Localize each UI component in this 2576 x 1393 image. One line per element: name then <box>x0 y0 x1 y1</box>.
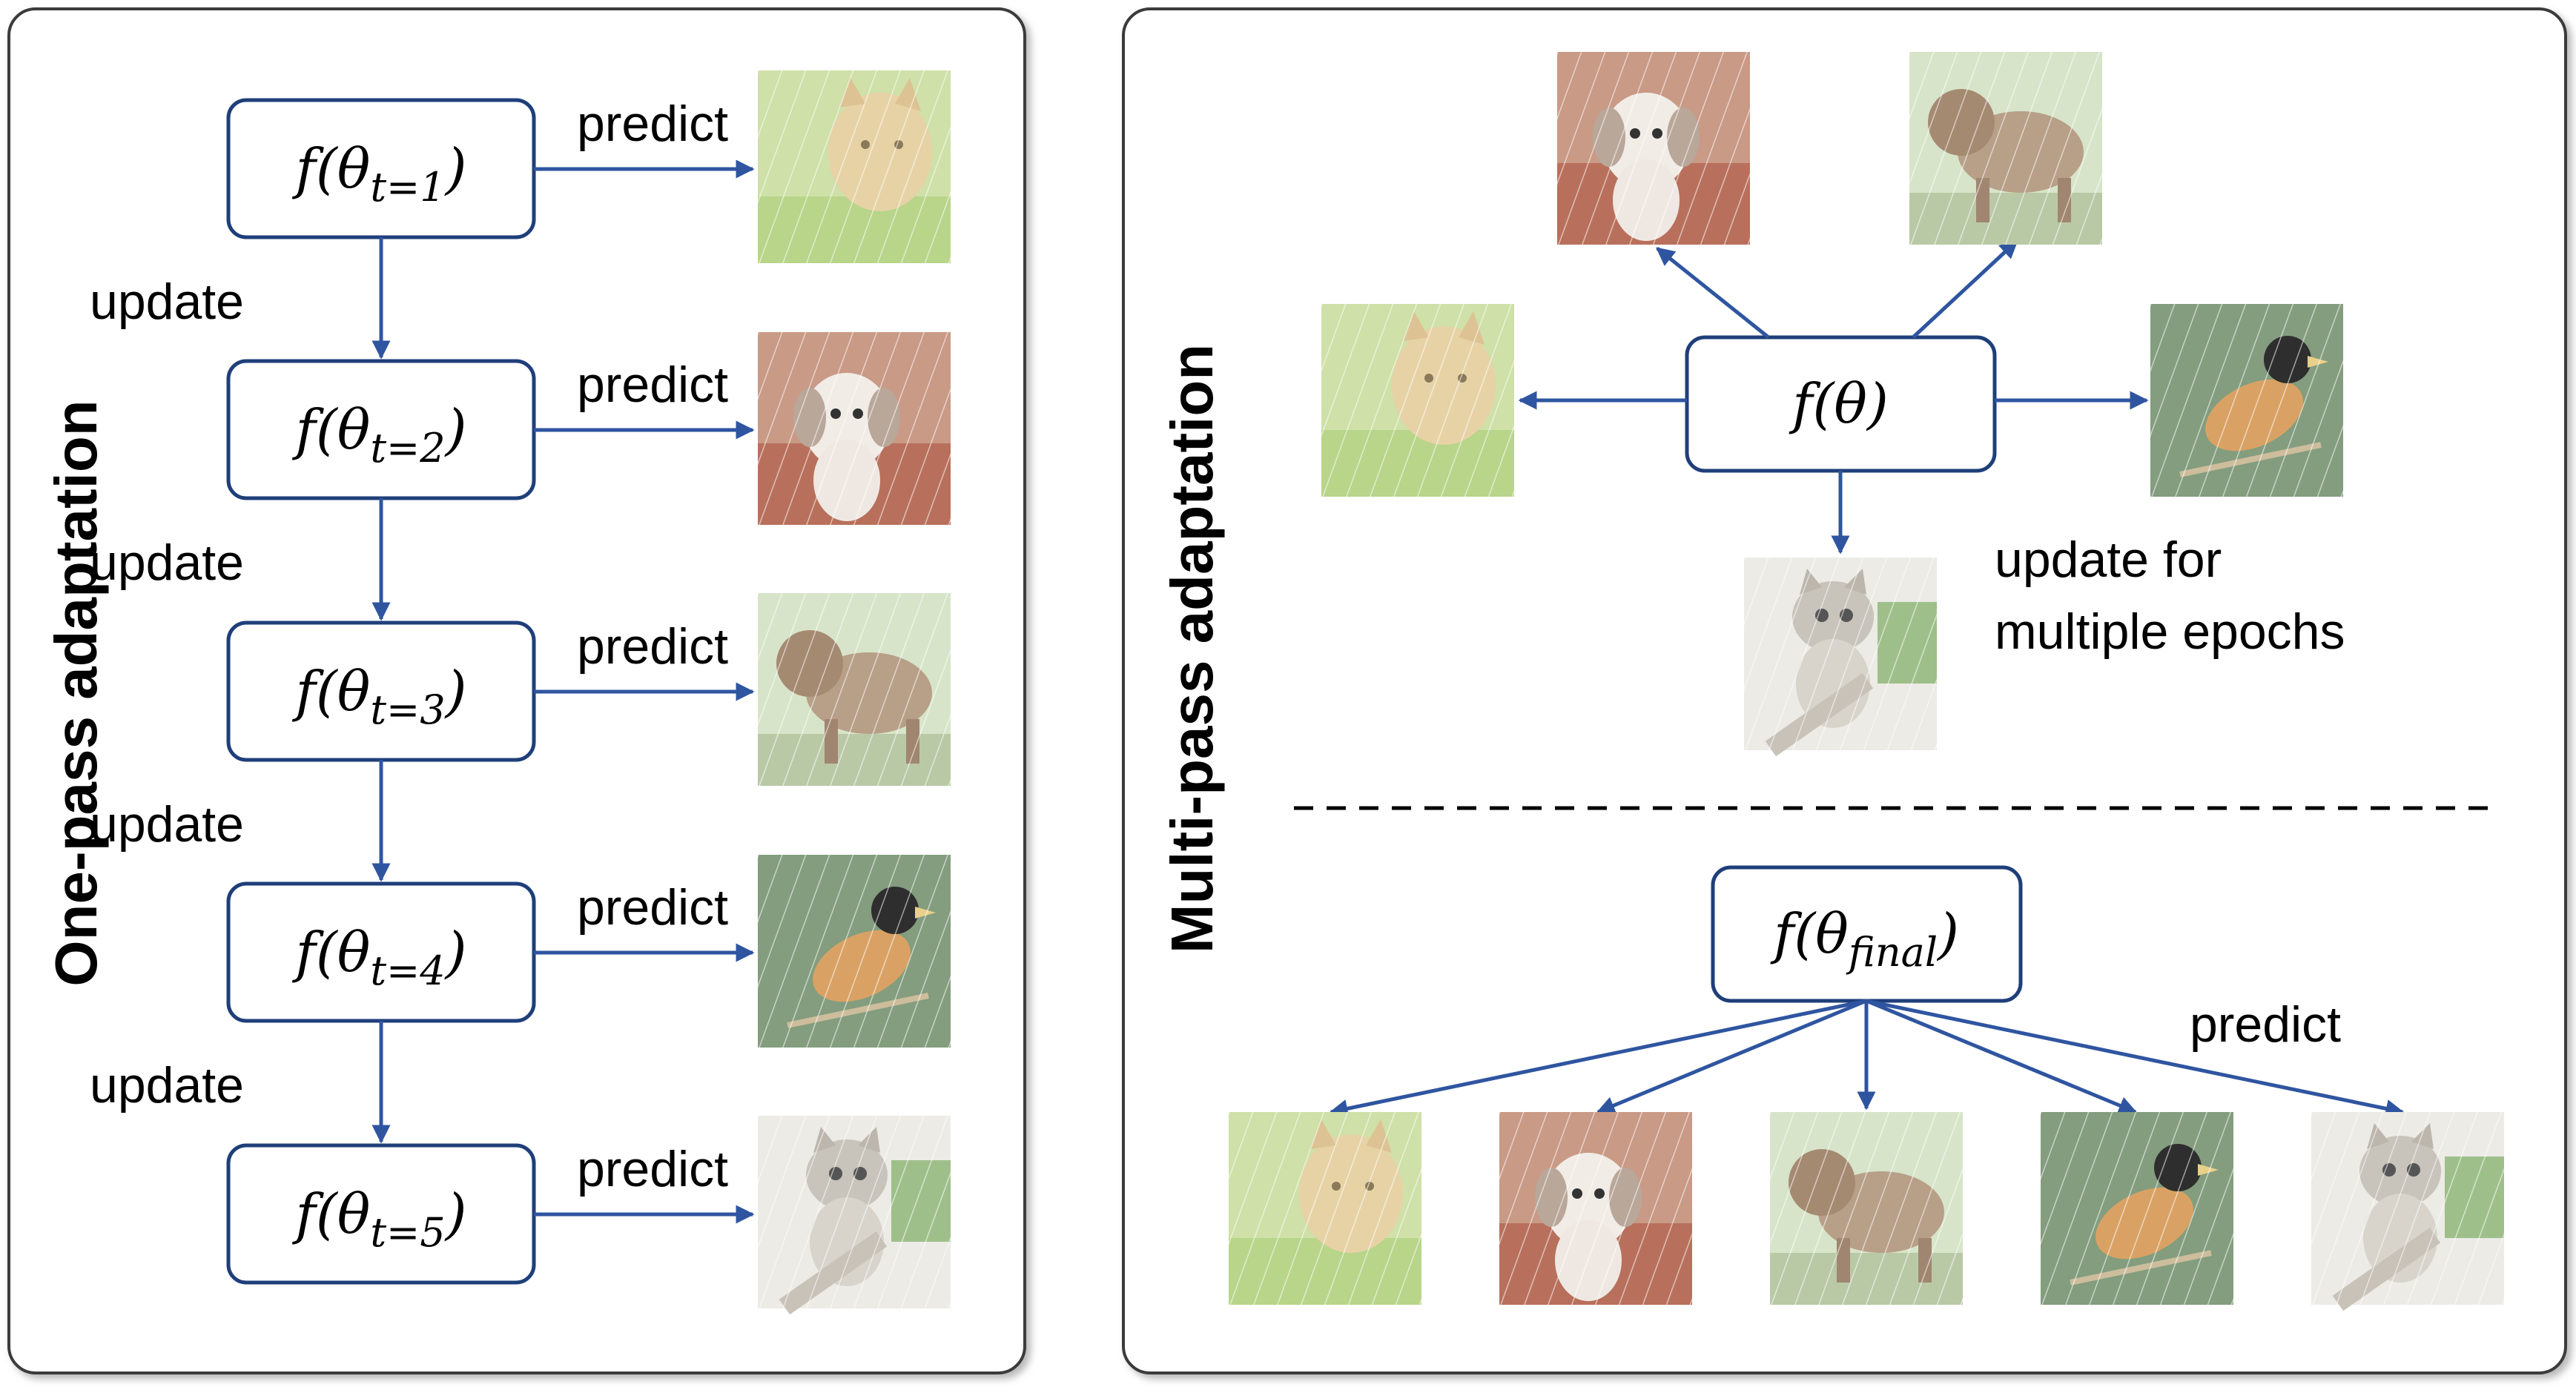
update-epochs-line1: update for <box>1995 532 2222 588</box>
cat-image <box>1321 304 1514 497</box>
model-label-t1: f(θt=1) <box>291 137 466 211</box>
bird-image <box>2041 1112 2233 1305</box>
dog-image <box>758 593 951 786</box>
kitten-image <box>1744 557 1937 757</box>
puppy-image <box>758 332 951 525</box>
model-label-t3: f(θt=3) <box>291 660 466 733</box>
bird-image <box>758 855 951 1048</box>
puppy-image <box>1557 52 1750 245</box>
update-label-2: update <box>90 535 244 591</box>
predict-label-4: predict <box>577 879 728 936</box>
center-model-label: f(θ) <box>1789 372 1889 436</box>
cat-image <box>758 70 951 263</box>
one-pass-title: One-pass adaptation <box>43 400 109 986</box>
puppy-image <box>1499 1112 1692 1305</box>
model-label-t4: f(θt=4) <box>291 921 466 994</box>
update-epochs-line2: multiple epochs <box>1995 603 2345 660</box>
update-label-3: update <box>90 796 244 853</box>
dog-image <box>1770 1112 1963 1305</box>
multi-pass-title: Multi-pass adaptation <box>1159 344 1225 953</box>
predict-label-3: predict <box>577 618 728 675</box>
predict-label-1: predict <box>577 96 728 152</box>
update-label-4: update <box>90 1057 244 1114</box>
cat-image <box>1229 1112 1421 1305</box>
predict-label-5: predict <box>577 1141 728 1197</box>
multi-arrow-dog <box>1912 239 2018 339</box>
final-arrow-bird <box>1866 999 2138 1114</box>
update-label-1: update <box>90 274 244 330</box>
model-label-t5: f(θt=5) <box>291 1182 466 1256</box>
multi-arrow-puppy <box>1656 247 1770 339</box>
kitten-image <box>2311 1112 2504 1311</box>
final-arrow-puppy <box>1596 999 1867 1114</box>
final-arrow-kitten <box>1866 999 2405 1118</box>
final-arrow-cat <box>1329 999 1867 1118</box>
predict-label-2: predict <box>577 357 728 413</box>
final-predict-label: predict <box>2190 996 2341 1053</box>
dog-image <box>1909 52 2102 245</box>
kitten-image <box>758 1116 951 1315</box>
model-label-t2: f(θt=2) <box>291 398 466 471</box>
bird-image <box>2150 304 2343 497</box>
final-model-label: f(θfinal) <box>1770 902 1959 976</box>
